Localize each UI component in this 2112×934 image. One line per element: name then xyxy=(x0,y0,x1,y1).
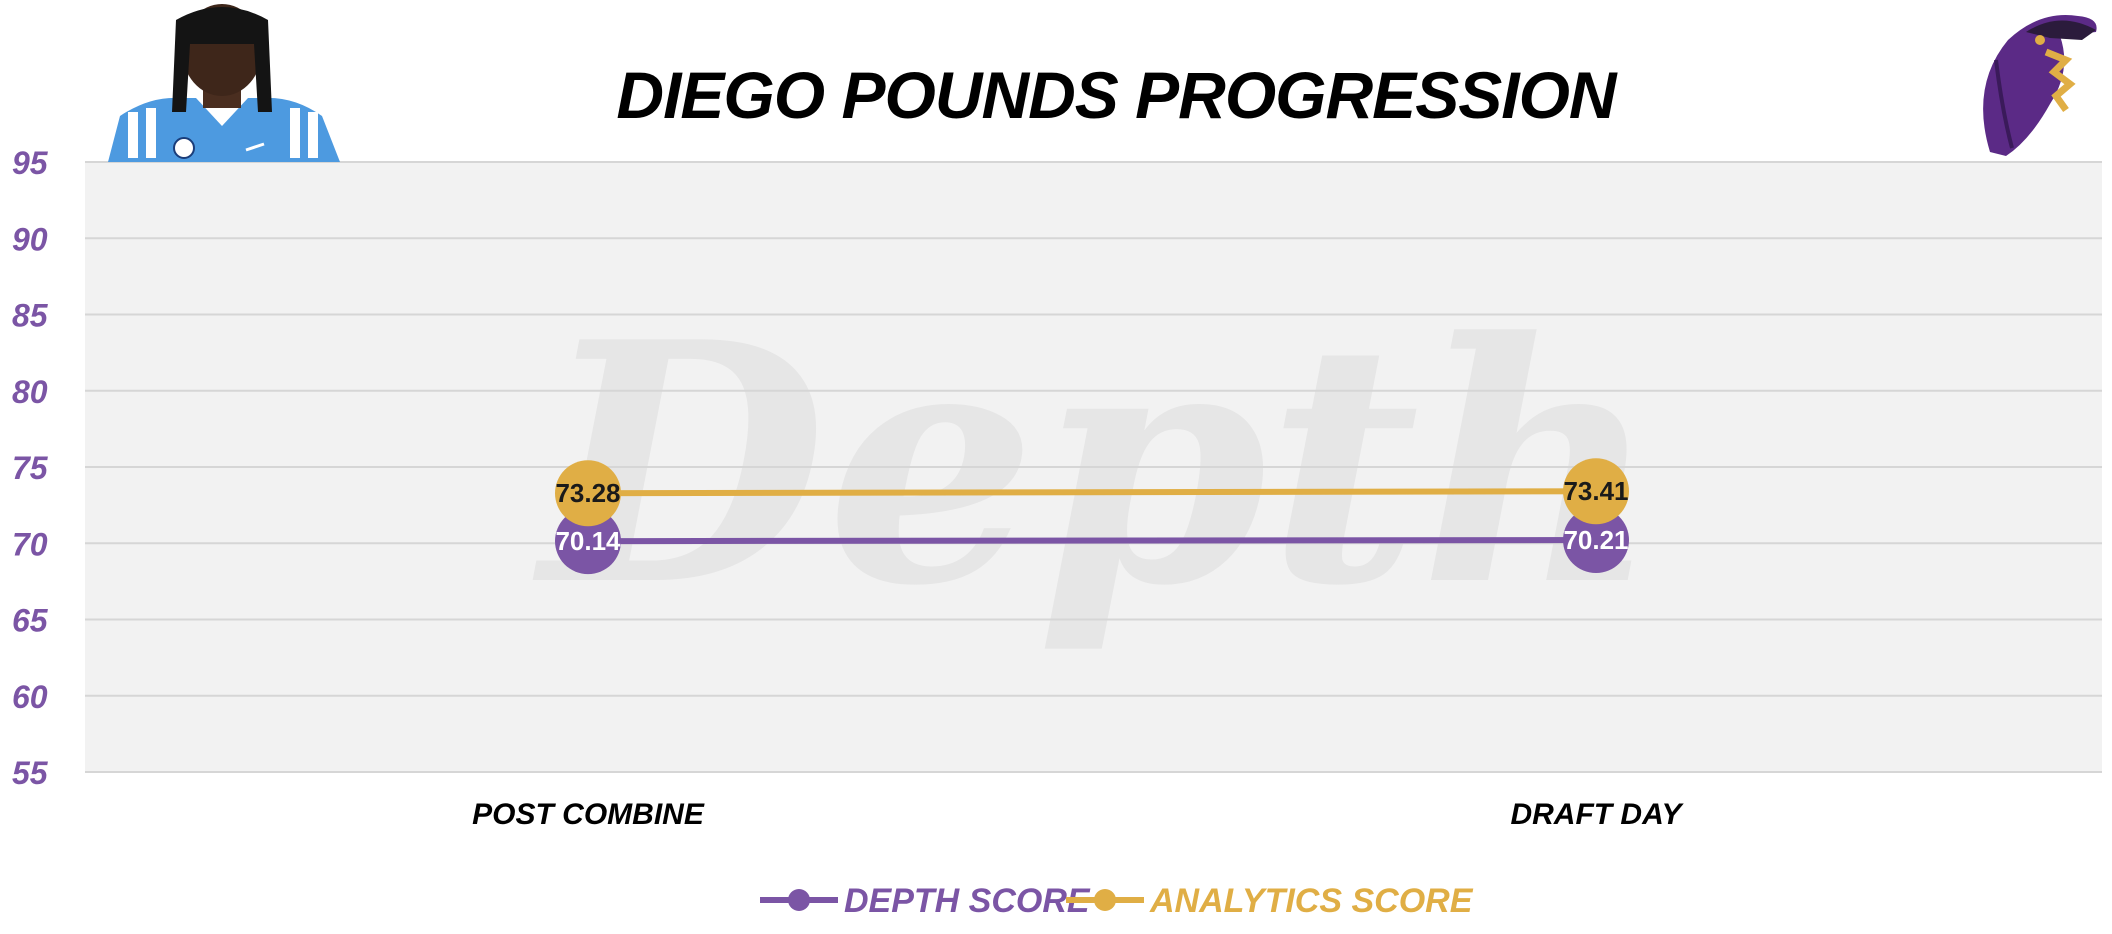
series-line xyxy=(587,488,1597,497)
data-point xyxy=(555,460,621,527)
legend-marker-icon xyxy=(788,889,810,911)
legend-label: ANALYTICS SCORE xyxy=(1149,882,1474,920)
legend: DEPTH SCORE ANALYTICS SCORE xyxy=(760,882,1474,920)
player-headshot-icon xyxy=(108,4,340,162)
data-point xyxy=(555,508,621,575)
data-label: 70.14 xyxy=(555,526,621,556)
y-tick-label: 85 xyxy=(12,298,49,334)
data-point xyxy=(1563,507,1629,574)
x-tick-label: POST COMBINE xyxy=(472,798,705,831)
x-tick-label: DRAFT DAY xyxy=(1510,798,1684,831)
y-axis: 95 90 85 80 75 70 65 60 55 xyxy=(12,145,49,791)
y-tick-label: 95 xyxy=(12,145,49,181)
y-tick-label: 55 xyxy=(12,755,49,791)
legend-label: DEPTH SCORE xyxy=(844,882,1091,920)
series-group: 70.14 70.21 73.28 73.41 xyxy=(555,458,1629,575)
y-tick-label: 60 xyxy=(12,679,48,715)
x-axis: POST COMBINE DRAFT DAY xyxy=(472,798,1684,831)
data-label: 70.21 xyxy=(1563,525,1628,555)
raven-logo-icon xyxy=(1983,15,2097,156)
watermark-logo: Depth xyxy=(530,270,1660,658)
y-tick-label: 75 xyxy=(12,450,49,486)
data-label: 73.28 xyxy=(555,478,620,508)
chart-title: DIEGO POUNDS PROGRESSION xyxy=(616,58,1617,132)
data-label: 73.41 xyxy=(1563,476,1628,506)
y-tick-label: 65 xyxy=(12,603,49,639)
y-tick-label: 80 xyxy=(12,374,48,410)
y-tick-label: 70 xyxy=(12,526,48,562)
legend-marker-icon xyxy=(1094,889,1116,911)
series-line xyxy=(587,537,1597,545)
y-tick-label: 90 xyxy=(12,221,48,257)
data-point xyxy=(1563,458,1629,525)
